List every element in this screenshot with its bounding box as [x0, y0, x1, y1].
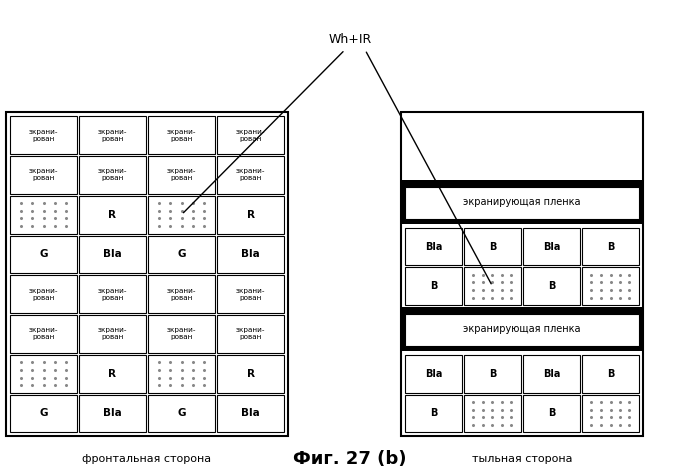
FancyBboxPatch shape	[401, 307, 643, 351]
FancyBboxPatch shape	[10, 395, 77, 432]
FancyBboxPatch shape	[79, 275, 146, 313]
FancyBboxPatch shape	[217, 116, 284, 154]
Text: экрани-
рован: экрани- рован	[236, 168, 265, 181]
Text: Bla: Bla	[241, 408, 260, 418]
Text: B: B	[430, 281, 437, 291]
FancyBboxPatch shape	[464, 267, 521, 305]
FancyBboxPatch shape	[79, 116, 146, 154]
FancyBboxPatch shape	[148, 275, 215, 313]
FancyBboxPatch shape	[148, 156, 215, 194]
FancyBboxPatch shape	[10, 156, 77, 194]
FancyBboxPatch shape	[79, 395, 146, 432]
FancyBboxPatch shape	[464, 227, 521, 266]
FancyBboxPatch shape	[217, 156, 284, 194]
FancyBboxPatch shape	[79, 315, 146, 353]
Text: B: B	[489, 369, 496, 379]
FancyBboxPatch shape	[405, 227, 462, 266]
FancyBboxPatch shape	[405, 355, 462, 392]
Text: экрани-
рован: экрани- рован	[167, 288, 196, 301]
Text: Bla: Bla	[543, 242, 560, 251]
Text: экрани-
рован: экрани- рован	[29, 288, 58, 301]
Text: B: B	[607, 369, 614, 379]
Text: экрани-
рован: экрани- рован	[236, 129, 265, 141]
FancyBboxPatch shape	[523, 395, 580, 432]
FancyBboxPatch shape	[79, 196, 146, 234]
FancyBboxPatch shape	[217, 196, 284, 234]
Text: R: R	[247, 369, 254, 379]
Text: экрани-
рован: экрани- рован	[29, 328, 58, 340]
FancyBboxPatch shape	[464, 395, 521, 432]
Text: экрани-
рован: экрани- рован	[167, 328, 196, 340]
FancyBboxPatch shape	[148, 116, 215, 154]
Text: Bla: Bla	[543, 369, 560, 379]
FancyBboxPatch shape	[10, 315, 77, 353]
Text: экрани-
рован: экрани- рован	[98, 129, 127, 141]
Text: экранирующая пленка: экранирующая пленка	[463, 197, 581, 207]
FancyBboxPatch shape	[217, 315, 284, 353]
FancyBboxPatch shape	[582, 395, 639, 432]
FancyBboxPatch shape	[405, 187, 639, 219]
Text: экрани-
рован: экрани- рован	[167, 168, 196, 181]
FancyBboxPatch shape	[148, 196, 215, 234]
Text: B: B	[430, 408, 437, 418]
FancyBboxPatch shape	[523, 227, 580, 266]
Text: G: G	[39, 250, 48, 259]
FancyBboxPatch shape	[405, 314, 639, 346]
Text: фронтальная сторона: фронтальная сторона	[82, 454, 212, 464]
Text: экрани-
рован: экрани- рован	[29, 168, 58, 181]
Text: Bla: Bla	[103, 408, 122, 418]
FancyBboxPatch shape	[217, 275, 284, 313]
FancyBboxPatch shape	[523, 355, 580, 392]
FancyBboxPatch shape	[582, 355, 639, 392]
FancyBboxPatch shape	[464, 355, 521, 392]
FancyBboxPatch shape	[582, 227, 639, 266]
Text: G: G	[39, 408, 48, 418]
FancyBboxPatch shape	[10, 196, 77, 234]
Text: R: R	[108, 210, 117, 219]
Text: экрани-
рован: экрани- рован	[98, 328, 127, 340]
FancyBboxPatch shape	[582, 267, 639, 305]
Text: Фиг. 27 (b): Фиг. 27 (b)	[294, 450, 407, 468]
FancyBboxPatch shape	[217, 395, 284, 432]
FancyBboxPatch shape	[217, 235, 284, 274]
Text: B: B	[548, 281, 555, 291]
Text: B: B	[489, 242, 496, 251]
FancyBboxPatch shape	[148, 355, 215, 392]
Text: G: G	[178, 250, 186, 259]
Text: Bla: Bla	[425, 369, 442, 379]
FancyBboxPatch shape	[10, 275, 77, 313]
Text: тыльная сторона: тыльная сторона	[472, 454, 572, 464]
FancyBboxPatch shape	[10, 355, 77, 392]
FancyBboxPatch shape	[10, 116, 77, 154]
FancyBboxPatch shape	[148, 395, 215, 432]
FancyBboxPatch shape	[401, 180, 643, 224]
Text: экрани-
рован: экрани- рован	[167, 129, 196, 141]
Text: экрани-
рован: экрани- рован	[236, 288, 265, 301]
Text: Bla: Bla	[241, 250, 260, 259]
Text: Wh+IR: Wh+IR	[329, 33, 372, 46]
Text: R: R	[247, 210, 254, 219]
Text: экрани-
рован: экрани- рован	[29, 129, 58, 141]
Text: Bla: Bla	[103, 250, 122, 259]
Text: экранирующая пленка: экранирующая пленка	[463, 324, 581, 334]
FancyBboxPatch shape	[405, 395, 462, 432]
FancyBboxPatch shape	[217, 355, 284, 392]
FancyBboxPatch shape	[79, 156, 146, 194]
Text: R: R	[108, 369, 117, 379]
FancyBboxPatch shape	[148, 315, 215, 353]
FancyBboxPatch shape	[405, 267, 462, 305]
Text: экрани-
рован: экрани- рован	[98, 288, 127, 301]
Text: G: G	[178, 408, 186, 418]
Text: экрани-
рован: экрани- рован	[98, 168, 127, 181]
Text: B: B	[607, 242, 614, 251]
Text: B: B	[548, 408, 555, 418]
FancyBboxPatch shape	[79, 235, 146, 274]
Text: экрани-
рован: экрани- рован	[236, 328, 265, 340]
FancyBboxPatch shape	[523, 267, 580, 305]
FancyBboxPatch shape	[148, 235, 215, 274]
FancyBboxPatch shape	[10, 235, 77, 274]
Text: Bla: Bla	[425, 242, 442, 251]
FancyBboxPatch shape	[79, 355, 146, 392]
